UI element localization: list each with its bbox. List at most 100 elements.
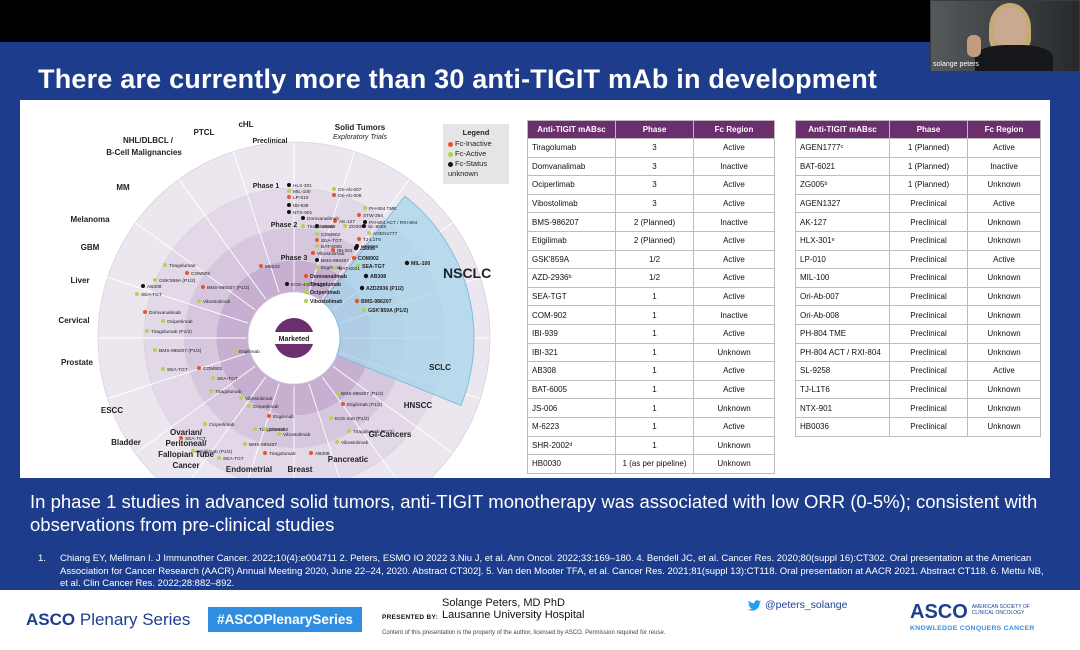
table-cell: MIL-100	[795, 268, 890, 288]
black-dot-icon	[448, 161, 453, 167]
label-marketed: Marketed	[279, 336, 310, 343]
table-cell: Inactive	[693, 212, 775, 232]
table-cell: 1	[615, 379, 694, 400]
speaker-video: solange peters	[930, 0, 1080, 72]
drug-label-solid: BAT-6021	[339, 266, 360, 272]
drug-dot	[239, 396, 243, 400]
sector-divider	[321, 376, 397, 478]
table-header-cell: Phase	[615, 120, 694, 139]
label-phase1: Phase 1	[253, 183, 280, 190]
drug-dot	[143, 310, 147, 314]
table-row: AB308 1 Active	[527, 361, 775, 381]
drug-label-scatter: Ociperlimab	[209, 422, 235, 428]
table-anti-tigit-1: Anti-TIGIT mABsc Phase Fc Region Tiragolum…	[527, 120, 775, 474]
drug-label-scatter: Vibostolimab	[341, 440, 369, 446]
table-cell: M-6223	[527, 416, 616, 437]
table-cell: AGEN1777ᶜ	[795, 138, 890, 158]
indication-label: PTCL	[194, 128, 215, 137]
table-cell: Unknown	[967, 230, 1041, 251]
table-cell: Active	[693, 268, 775, 288]
table-cell: Active	[693, 230, 775, 251]
table-row: GSK'859A 1/2 Active	[527, 249, 775, 270]
drug-dot	[303, 281, 309, 287]
legend-item-fc-active: Fc-Active	[448, 149, 504, 159]
table-cell: Preclinical	[889, 323, 968, 344]
drug-label-solid: AK-127	[339, 219, 355, 225]
drug-dot	[303, 289, 309, 295]
table-cell: 3	[615, 193, 694, 214]
legend: Legend Fc-Inactive Fc-Active Fc-Status u…	[443, 124, 509, 184]
table-row: IBI-939 1 Active	[527, 323, 775, 344]
indication-label: MM	[116, 183, 130, 192]
nsclc-wedge	[321, 195, 475, 407]
drug-dot	[341, 402, 345, 406]
drug-dot	[357, 237, 361, 241]
table-cell: Vibostolimab	[527, 193, 616, 214]
table-cell: Active	[693, 138, 775, 158]
drug-dot	[263, 427, 267, 431]
drug-dot	[303, 273, 309, 279]
drug-dot	[253, 427, 257, 431]
drug-label-scatter: Etigilimab	[239, 349, 260, 355]
drug-label-scatter: BMS-986207 (P1/2)	[159, 348, 202, 354]
drug-dot	[287, 195, 291, 199]
table-cell: Preclinical	[889, 416, 968, 437]
sector-divider	[321, 179, 410, 300]
indication-label: Melanoma	[70, 215, 110, 224]
slide: There are currently more than 30 anti-TI…	[0, 42, 1080, 650]
table-cell: COM-902	[527, 305, 616, 325]
drug-dot	[362, 224, 366, 228]
table-cell: Preclinical	[889, 342, 968, 363]
table-cell: 1 (as per pipeline)	[615, 454, 694, 474]
table-cell: 2 (Planned)	[615, 230, 694, 251]
drug-label-solid: Ori-Ab-007	[338, 187, 362, 193]
drug-label-nsclc: BMS-986207	[361, 299, 392, 305]
references-number: 1.	[38, 553, 46, 564]
table-cell: Domvanalimab	[527, 156, 616, 177]
drug-dot	[363, 220, 367, 224]
drug-label-nsclc: COM902	[358, 256, 379, 262]
drug-dot	[179, 436, 183, 440]
drug-dot	[347, 429, 351, 433]
sector-divider	[135, 222, 256, 311]
drug-label-scatter: GSK'859A (P1/2)	[159, 278, 196, 284]
drug-dot	[135, 292, 139, 296]
table-cell: IBI-939	[527, 323, 616, 344]
table-cell: Active	[967, 361, 1041, 381]
table-cell: SEA-TGT	[527, 286, 616, 307]
drug-label-solid: BMS-986207	[321, 258, 349, 264]
table-cell: Active	[693, 193, 775, 214]
sector-divider	[308, 383, 340, 478]
table-cell: 1	[615, 416, 694, 437]
drug-label-solid: AGEN1777	[373, 231, 398, 237]
drug-label-scatter: SEA-TGT	[217, 376, 238, 382]
table-cell: Tiragolumab	[527, 138, 616, 158]
drug-label-solid: IBI-939	[293, 203, 309, 209]
drug-dot	[404, 260, 410, 266]
table-row: COM-902 1 Inactive	[527, 305, 775, 325]
sector-divider	[248, 383, 280, 478]
indication-nsclc: NSCLC	[443, 265, 491, 281]
drug-label-nsclc: Vibostolimab	[310, 299, 342, 305]
indication-label: HNSCC	[404, 401, 433, 410]
speaker-name-label: solange peters	[933, 61, 979, 68]
drug-label-scatter: SEA-TGT	[185, 436, 206, 442]
copyright-notice: Content of this presentation is the prop…	[382, 630, 666, 636]
table-cell: 1	[615, 435, 694, 456]
drug-label-solid: ZG005	[349, 224, 364, 230]
table-header-cell: Fc Region	[693, 120, 775, 139]
table-cell: Active	[693, 286, 775, 307]
table-cell: AZD-2936ᵇ	[527, 268, 616, 288]
drug-dot	[309, 451, 313, 455]
table-row: HLX-301ᵉ Preclinical Unknown	[795, 230, 1041, 251]
drug-label-solid: M6223	[265, 264, 280, 270]
table-cell: Active	[693, 175, 775, 195]
table-row: PH-804 ACT / RXI-804 Preclinical Unknown	[795, 342, 1041, 363]
drug-dot	[209, 389, 213, 393]
indication-label: Breast	[288, 465, 313, 474]
drug-label-solid: TJ-L1T6	[363, 237, 381, 243]
drug-label-solid: SL-9258	[368, 224, 386, 230]
table-cell: Ociperlimab	[527, 175, 616, 195]
drug-label-scatter: COM902	[203, 366, 223, 372]
table-cell: Preclinical	[889, 361, 968, 381]
